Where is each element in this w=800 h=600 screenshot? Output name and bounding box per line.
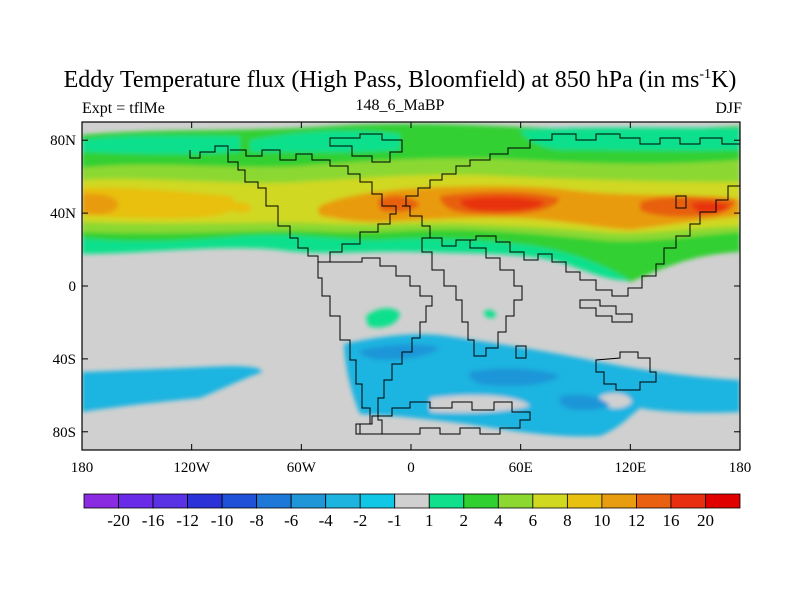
- x-tick-label: 0: [407, 460, 415, 476]
- y-tick-label: 40S: [53, 352, 76, 368]
- colorbar-swatch: [118, 493, 154, 509]
- colorbar-swatch: [359, 493, 396, 509]
- colorbar-label: 10: [593, 511, 610, 530]
- colorbar-swatch: [463, 493, 499, 509]
- figure-title: Eddy Temperature flux (High Pass, Bloomf…: [63, 67, 737, 93]
- x-tick-label: 60W: [287, 460, 317, 476]
- colorbar-swatch: [705, 493, 741, 509]
- africa-outline: [421, 237, 523, 357]
- madagascar-outline: [515, 345, 527, 359]
- colorbar-swatch: [290, 493, 327, 509]
- colorbar-swatch: [256, 493, 292, 509]
- colorbar-label: -16: [142, 511, 165, 530]
- y-axis: 80N 40N 0 40S 80S: [50, 133, 740, 441]
- colorbar-swatch: [636, 493, 672, 509]
- colorbar-label: 16: [662, 511, 679, 530]
- nh-core-pacific-east: [82, 193, 119, 215]
- japan-outline: [675, 195, 687, 209]
- x-tick-label: 180: [71, 460, 94, 476]
- south-america-outline: [317, 257, 433, 435]
- x-tick-label: 120E: [614, 460, 646, 476]
- nh-arctic-teal: [250, 130, 400, 153]
- nh-band-teal-south: [82, 234, 630, 281]
- nh-band-gold: [82, 187, 237, 219]
- map-panel: [82, 122, 740, 450]
- colorbar-label: 2: [460, 511, 469, 530]
- colorbar-label: -20: [107, 511, 130, 530]
- colorbar-label: -6: [284, 511, 298, 530]
- colorbar-swatch: [497, 493, 534, 509]
- sh-band-blue-core3: [560, 394, 610, 411]
- x-tick-label: 180: [729, 460, 752, 476]
- nh-arctic-teal-east: [520, 127, 740, 151]
- australia-outline: [595, 351, 657, 391]
- colorbar-swatch: [566, 493, 603, 509]
- colorbar-swatch: [601, 493, 637, 509]
- colorbar-label: 4: [494, 511, 503, 530]
- x-tick-label: 120W: [173, 460, 211, 476]
- continent-outlines: [189, 133, 740, 435]
- nh-core-gold-spot2: [318, 204, 340, 218]
- colorbar-swatch: [325, 493, 361, 509]
- flux-field: [82, 123, 740, 437]
- north-america-outline: [189, 145, 397, 263]
- colorbar-label: 1: [425, 511, 434, 530]
- colorbar-swatch: [394, 493, 430, 509]
- colorbar-label: -1: [388, 511, 402, 530]
- sh-band-blue-core: [360, 344, 440, 360]
- indonesia-outline: [579, 299, 633, 323]
- y-tick-label: 80S: [53, 425, 76, 441]
- colorbar-label: 8: [563, 511, 572, 530]
- colorbar-label: 20: [697, 511, 714, 530]
- colorbar-label: -10: [211, 511, 234, 530]
- y-tick-label: 0: [69, 279, 77, 295]
- colorbar-swatch: [670, 493, 706, 509]
- nh-core-gold-spot: [232, 202, 252, 213]
- nh-band-teal-edge: [82, 135, 240, 155]
- greenland-outline: [329, 133, 403, 163]
- experiment-label: Expt = tflMe: [82, 100, 165, 117]
- x-tick-label: 60E: [509, 460, 533, 476]
- eurasia-outline: [402, 133, 740, 297]
- colorbar-label: 12: [628, 511, 645, 530]
- colorbar-swatch: [187, 493, 223, 509]
- y-tick-label: 40N: [50, 206, 76, 222]
- colorbar-label: -2: [353, 511, 367, 530]
- y-tick-label: 80N: [50, 133, 76, 149]
- colorbar-label: -12: [176, 511, 199, 530]
- sh-band-pacific: [82, 366, 262, 412]
- colorbar-swatch: [428, 493, 465, 509]
- nh-core-red-asia: [460, 196, 545, 212]
- x-axis: 180 120W 60W 0 60E 120E 180: [71, 122, 752, 476]
- tropical-patch: [366, 308, 400, 328]
- sh-band-gray-gap: [430, 395, 530, 413]
- tropical-patch-small: [484, 309, 496, 319]
- colorbar-swatch: [532, 493, 568, 509]
- sh-band-blue-core2: [469, 368, 560, 386]
- nh-core-red-pacific: [690, 201, 730, 213]
- colorbar-label: -8: [250, 511, 264, 530]
- colorbar-label: 6: [529, 511, 538, 530]
- colorbar-label: -4: [319, 511, 334, 530]
- antarctica-outline: [355, 401, 531, 435]
- colorbar-swatch: [83, 493, 119, 509]
- colorbar-swatch: [221, 493, 258, 509]
- season-label: DJF: [715, 100, 742, 117]
- colorbar: -20 -16 -12 -10 -8 -6 -4 -2 -1 1 2 4 6 8 10 12 16 20: [83, 493, 741, 530]
- run-label: 148_6_MaBP: [355, 97, 445, 114]
- colorbar-swatch: [152, 493, 188, 509]
